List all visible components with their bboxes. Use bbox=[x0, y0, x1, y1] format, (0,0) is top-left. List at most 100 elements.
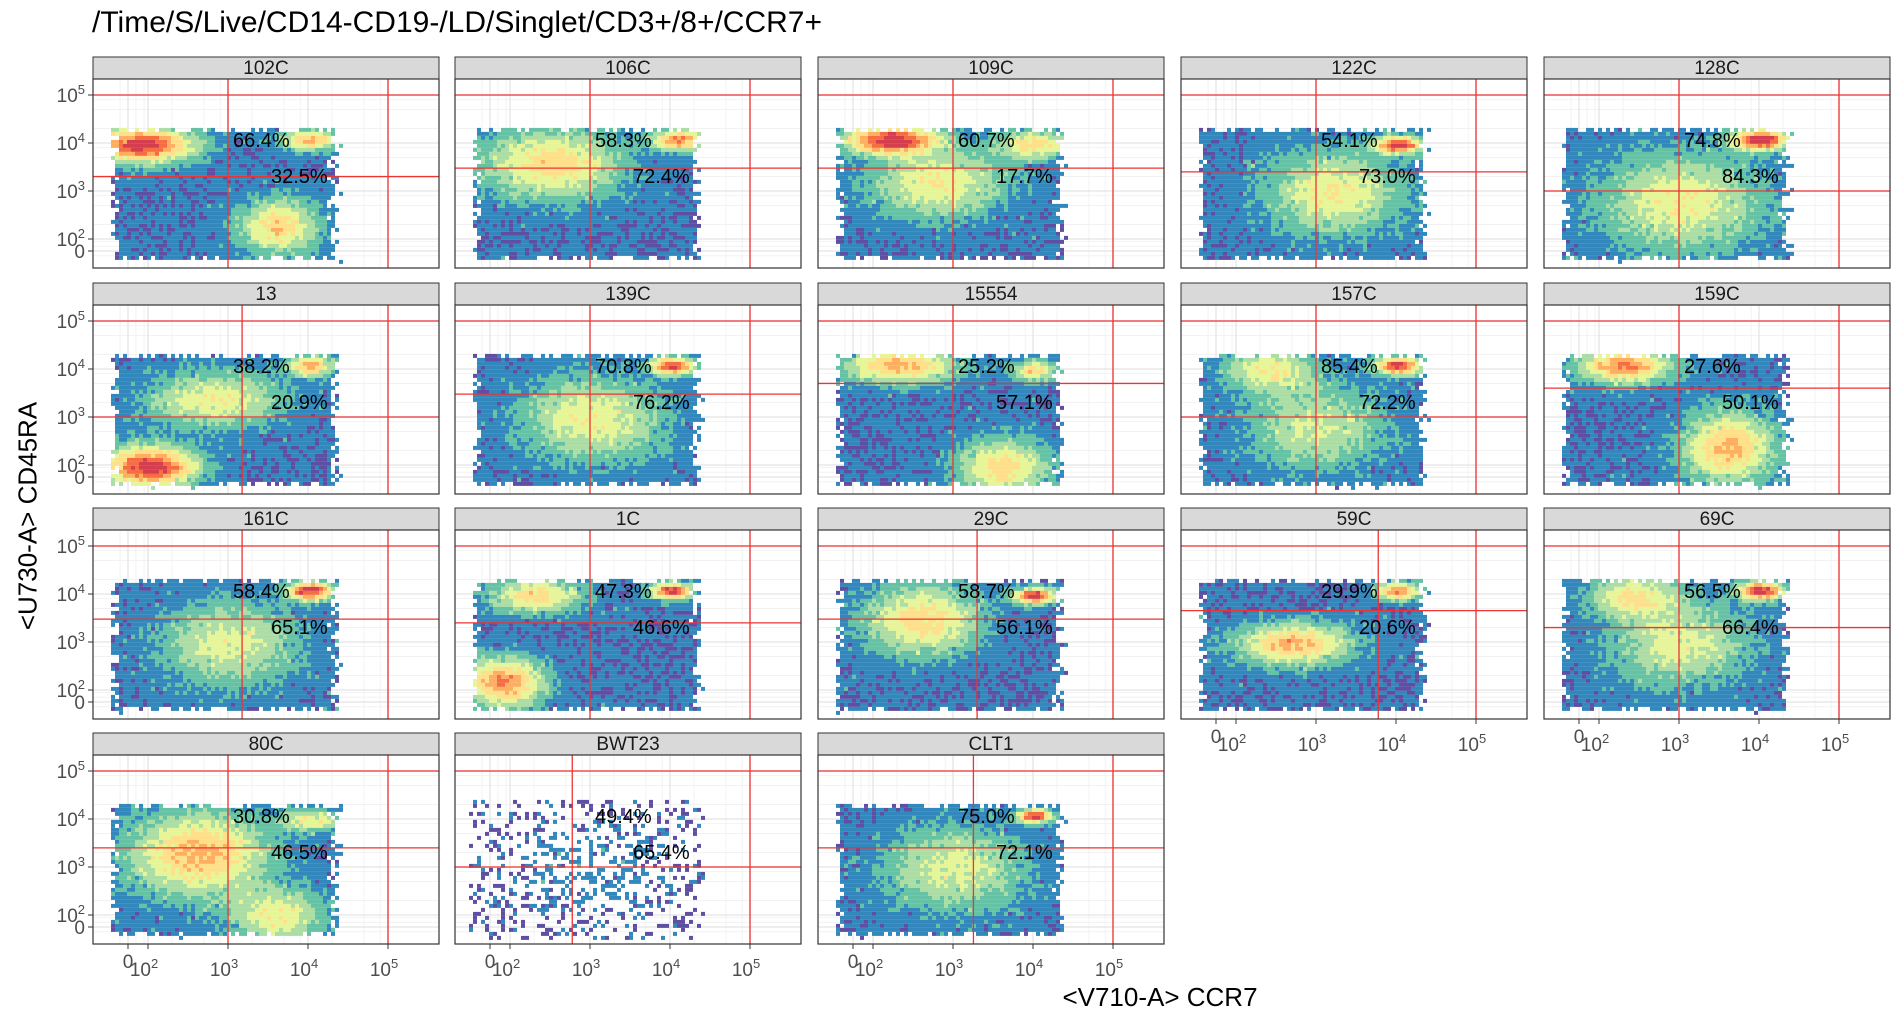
density-cell bbox=[681, 224, 685, 228]
density-cell bbox=[577, 208, 581, 212]
density-cell bbox=[111, 204, 115, 208]
density-cell bbox=[207, 212, 211, 216]
density-cell bbox=[1044, 208, 1048, 212]
density-cell bbox=[319, 232, 323, 236]
density-cell bbox=[485, 176, 489, 180]
density-cell bbox=[339, 192, 343, 196]
density-cell bbox=[187, 244, 191, 248]
density-cell bbox=[968, 180, 972, 184]
density-cell bbox=[231, 196, 235, 200]
density-cell bbox=[135, 140, 139, 144]
density-cell bbox=[199, 200, 203, 204]
density-cell bbox=[924, 188, 928, 192]
density-cell bbox=[271, 216, 275, 220]
density-cell bbox=[844, 152, 848, 156]
density-cell bbox=[151, 140, 155, 144]
density-cell bbox=[219, 244, 223, 248]
density-cell bbox=[956, 152, 960, 156]
density-cell bbox=[255, 192, 259, 196]
density-cell bbox=[497, 232, 501, 236]
density-cell bbox=[315, 256, 319, 260]
density-cell bbox=[247, 220, 251, 224]
density-cell bbox=[537, 220, 541, 224]
density-cell bbox=[271, 196, 275, 200]
density-cell bbox=[481, 256, 485, 260]
density-cell bbox=[545, 196, 549, 200]
density-cell bbox=[509, 240, 513, 244]
density-cell bbox=[573, 228, 577, 232]
density-cell bbox=[617, 248, 621, 252]
density-cell bbox=[171, 128, 175, 132]
density-cell bbox=[307, 144, 311, 148]
density-cell bbox=[315, 132, 319, 136]
density-cell bbox=[1000, 208, 1004, 212]
density-cell bbox=[303, 216, 307, 220]
density-cell bbox=[673, 208, 677, 212]
density-cell bbox=[211, 212, 215, 216]
density-cell bbox=[115, 128, 119, 132]
density-cell bbox=[673, 252, 677, 256]
density-cell bbox=[155, 188, 159, 192]
density-cell bbox=[928, 196, 932, 200]
density-cell bbox=[263, 212, 267, 216]
density-cell bbox=[473, 148, 477, 152]
density-cell bbox=[936, 216, 940, 220]
density-cell bbox=[247, 164, 251, 168]
density-cell bbox=[657, 204, 661, 208]
density-cell bbox=[629, 248, 633, 252]
density-cell bbox=[577, 144, 581, 148]
density-cell bbox=[299, 144, 303, 148]
density-cell bbox=[529, 136, 533, 140]
density-cell bbox=[493, 196, 497, 200]
density-cell bbox=[477, 128, 481, 132]
density-cell bbox=[183, 184, 187, 188]
density-cell bbox=[609, 204, 613, 208]
density-cell bbox=[299, 252, 303, 256]
density-cell bbox=[669, 132, 673, 136]
density-cell bbox=[235, 188, 239, 192]
density-cell bbox=[677, 140, 681, 144]
density-cell bbox=[996, 188, 1000, 192]
density-cell bbox=[255, 180, 259, 184]
density-cell bbox=[501, 136, 505, 140]
density-cell bbox=[215, 140, 219, 144]
density-cell bbox=[163, 160, 167, 164]
density-cell bbox=[521, 180, 525, 184]
density-cell bbox=[331, 148, 335, 152]
density-cell bbox=[916, 172, 920, 176]
density-cell bbox=[565, 204, 569, 208]
density-cell bbox=[920, 208, 924, 212]
density-cell bbox=[477, 216, 481, 220]
density-cell bbox=[860, 184, 864, 188]
density-cell bbox=[485, 160, 489, 164]
density-cell bbox=[231, 240, 235, 244]
density-cell bbox=[537, 204, 541, 208]
density-cell bbox=[239, 200, 243, 204]
density-cell bbox=[525, 192, 529, 196]
density-cell bbox=[537, 180, 541, 184]
density-cell bbox=[689, 248, 693, 252]
density-cell bbox=[988, 156, 992, 160]
density-cell bbox=[287, 208, 291, 212]
density-cell bbox=[876, 176, 880, 180]
density-cell bbox=[481, 152, 485, 156]
density-cell bbox=[912, 216, 916, 220]
density-cell bbox=[299, 248, 303, 252]
density-cell bbox=[187, 232, 191, 236]
density-cell bbox=[509, 136, 513, 140]
density-cell bbox=[1024, 204, 1028, 208]
density-cell bbox=[131, 168, 135, 172]
density-cell bbox=[689, 220, 693, 224]
density-cell bbox=[992, 204, 996, 208]
density-cell bbox=[677, 244, 681, 248]
density-cell bbox=[303, 144, 307, 148]
density-cell bbox=[1020, 204, 1024, 208]
density-cell bbox=[1004, 152, 1008, 156]
density-cell bbox=[681, 204, 685, 208]
density-cell bbox=[645, 160, 649, 164]
density-cell bbox=[557, 256, 561, 260]
density-cell bbox=[928, 140, 932, 144]
density-cell bbox=[1056, 220, 1060, 224]
density-cell bbox=[307, 220, 311, 224]
density-cell bbox=[195, 228, 199, 232]
